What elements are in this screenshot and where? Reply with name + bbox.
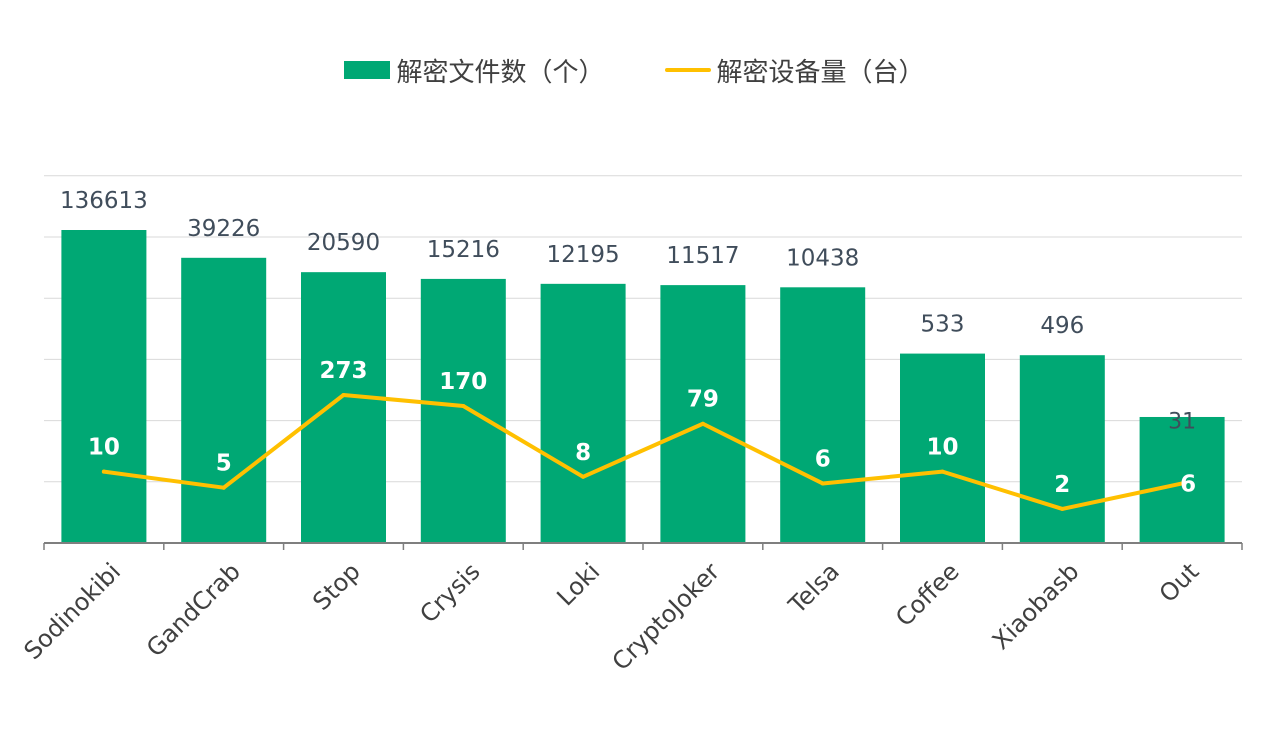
bar[interactable] <box>780 287 866 543</box>
line-series[interactable] <box>101 393 1185 511</box>
line-point[interactable] <box>341 393 346 397</box>
x-tick-label: Out <box>1154 557 1205 608</box>
bar[interactable] <box>540 283 626 543</box>
legend-item-devices[interactable]: 解密设备量（台） <box>664 52 925 89</box>
x-tick-label: Stop <box>307 557 365 615</box>
legend: 解密文件数（个） 解密设备量（台） <box>0 50 1269 90</box>
line-point[interactable] <box>820 481 825 486</box>
line-point[interactable] <box>221 485 226 490</box>
x-tick-label: Crysis <box>414 557 485 628</box>
line-point[interactable] <box>940 469 945 474</box>
line-value-label: 10 <box>926 435 958 461</box>
bar-value-label: 12195 <box>547 242 620 268</box>
x-tick-label: Telsa <box>783 557 845 619</box>
bar[interactable] <box>1139 416 1225 543</box>
bar[interactable] <box>420 278 506 543</box>
bar-value-label: 533 <box>921 312 965 338</box>
line-value-label: 79 <box>687 387 719 413</box>
bar[interactable] <box>181 257 267 543</box>
line-value-label: 10 <box>88 435 120 461</box>
line-point[interactable] <box>101 469 106 474</box>
x-tick-label: Coffee <box>890 557 965 632</box>
line-point[interactable] <box>700 421 705 426</box>
line-value-label: 6 <box>815 446 831 472</box>
bar-value-label: 10438 <box>786 245 859 271</box>
bar-value-label: 496 <box>1040 313 1084 339</box>
x-tick-label: CryptoJoker <box>607 557 726 676</box>
bar-value-label: 39226 <box>187 216 260 242</box>
line-value-label: 273 <box>319 358 367 384</box>
bar[interactable] <box>660 285 746 543</box>
x-tick-label: Sodinokibi <box>19 557 127 665</box>
line-value-label: 2 <box>1054 472 1070 498</box>
x-tick-label: Loki <box>551 557 605 611</box>
legend-swatch-bar <box>344 61 391 79</box>
line-value-label: 5 <box>216 451 232 477</box>
legend-swatch-line <box>664 68 711 72</box>
bar-value-label: 11517 <box>666 243 739 269</box>
legend-label-files: 解密文件数（个） <box>396 57 605 88</box>
bar-value-label: 15216 <box>427 237 500 263</box>
line-point[interactable] <box>1180 481 1185 486</box>
x-tick-label: Xiaobasb <box>987 557 1085 655</box>
bar-value-label: 20590 <box>307 230 380 256</box>
y-tick-label: 31 <box>1168 410 1196 435</box>
bar[interactable] <box>900 353 985 543</box>
line-value-label: 8 <box>575 440 591 466</box>
line-point[interactable] <box>581 474 586 479</box>
bar[interactable] <box>301 272 386 543</box>
bar[interactable] <box>1019 355 1105 543</box>
bar[interactable] <box>61 230 147 543</box>
line-point[interactable] <box>1060 506 1065 511</box>
x-tick-label: GandCrab <box>141 557 246 662</box>
bar-value-label: 136613 <box>60 188 148 214</box>
legend-label-devices: 解密设备量（台） <box>716 57 925 88</box>
line-value-label: 170 <box>439 369 487 395</box>
line-point[interactable] <box>461 403 466 408</box>
line-value-label: 6 <box>1180 471 1196 497</box>
legend-item-files[interactable]: 解密文件数（个） <box>344 52 605 89</box>
